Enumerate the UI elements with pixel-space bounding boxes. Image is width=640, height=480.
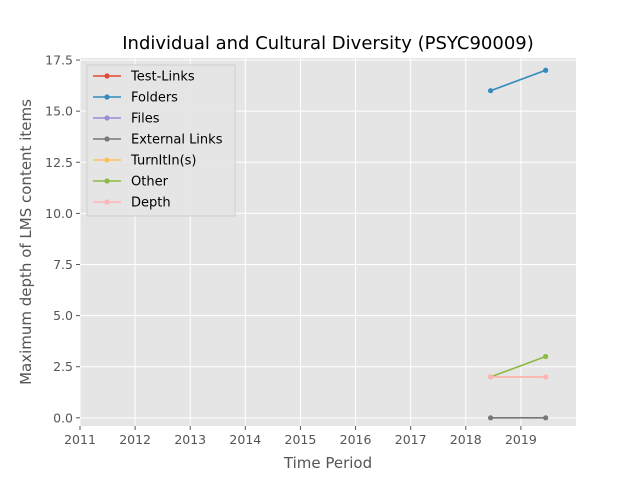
x-tick-label: 2015 (285, 432, 317, 447)
series-external-links (487, 415, 549, 421)
data-point (487, 88, 494, 94)
y-tick-label: 12.5 (45, 155, 73, 170)
x-tick-label: 2018 (450, 432, 482, 447)
data-point (543, 415, 549, 421)
chart-title: Individual and Cultural Diversity (PSYC9… (122, 33, 534, 54)
legend-marker (104, 94, 110, 100)
x-tick-label: 2012 (119, 432, 151, 447)
x-tick-label: 2011 (64, 432, 96, 447)
legend-entry: TurnItIn(s) (93, 154, 196, 169)
series-line (490, 355, 546, 378)
y-tick-label: 7.5 (53, 257, 73, 272)
legend-entry: Folders (93, 91, 178, 106)
legend-entry: Test-Links (93, 70, 195, 85)
series-line (490, 69, 546, 92)
x-tick-label: 2017 (395, 432, 427, 447)
data-point (543, 67, 549, 73)
legend-marker (104, 178, 110, 184)
legend-marker (104, 73, 110, 79)
data-point (543, 353, 549, 360)
y-axis-ticks: 0.0 2.5 5.0 7.5 10.0 12.5 15.0 17.5 (45, 53, 80, 425)
x-tick-label: 2016 (340, 432, 372, 447)
y-tick-label: 0.0 (53, 410, 73, 425)
y-axis-label: Maximum depth of LMS content items (17, 99, 35, 385)
y-tick-label: 15.0 (45, 104, 73, 119)
series-folders (487, 67, 549, 94)
legend: Test-Links Folders Files External Links Turn… (86, 64, 236, 217)
legend-label: Test-Links (130, 70, 195, 85)
series-depth (487, 374, 549, 380)
legend-entry: Other (93, 175, 169, 190)
x-tick-label: 2014 (229, 432, 261, 447)
legend-label: External Links (131, 133, 223, 148)
legend-label: Depth (131, 196, 171, 211)
series-layer (487, 67, 549, 421)
legend-label: Files (131, 112, 160, 127)
legend-marker (104, 157, 110, 163)
legend-entry: Files (93, 112, 160, 127)
x-tick-label: 2019 (505, 432, 537, 447)
legend-label: TurnItIn(s) (130, 154, 196, 169)
y-tick-label: 2.5 (53, 359, 73, 374)
legend-label: Other (131, 175, 169, 190)
y-tick-label: 17.5 (45, 53, 73, 68)
x-axis-ticks: 2011 2012 2013 2014 2015 2016 2017 2018 2019 (64, 426, 537, 447)
legend-entry: External Links (93, 133, 223, 148)
legend-box (86, 64, 236, 217)
legend-label: Folders (131, 91, 178, 106)
y-tick-label: 10.0 (45, 206, 73, 221)
x-tick-label: 2013 (174, 432, 206, 447)
data-point (487, 374, 494, 380)
data-point (487, 415, 494, 421)
data-point (543, 374, 549, 380)
x-axis-label: Time Period (283, 454, 372, 472)
legend-marker (104, 136, 110, 142)
legend-marker (104, 115, 110, 121)
legend-marker (104, 199, 110, 205)
y-tick-label: 5.0 (53, 308, 73, 323)
legend-entry: Depth (93, 196, 171, 211)
